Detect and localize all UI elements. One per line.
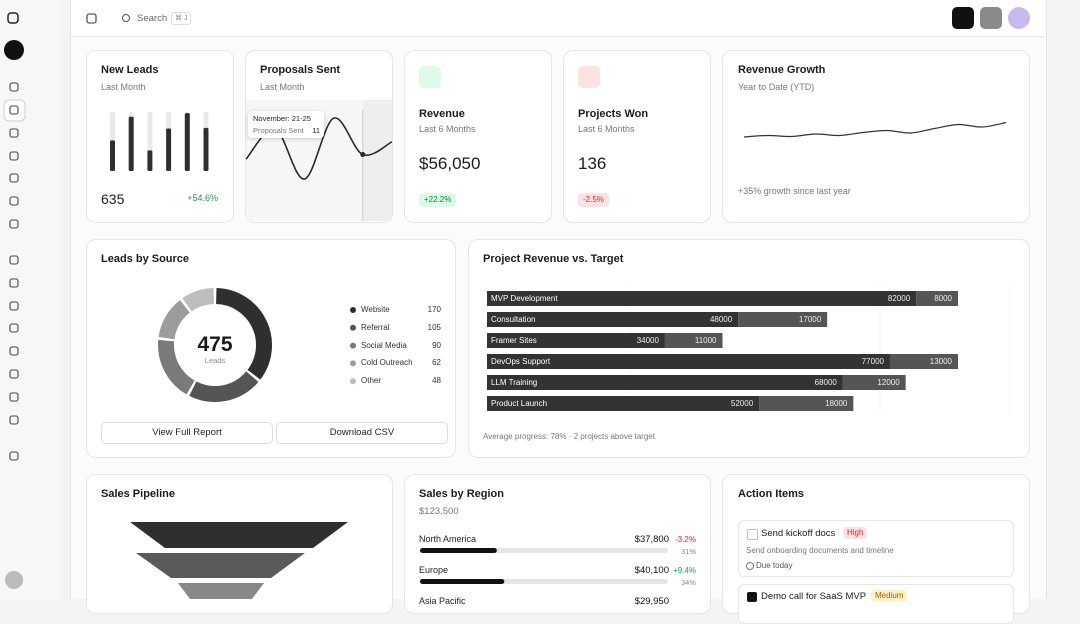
region-change: -3.2%	[675, 535, 696, 544]
bar-value: 17000	[798, 315, 822, 324]
tooltip-title: November: 21-25	[253, 114, 311, 123]
bar-label: Consultation	[491, 315, 536, 324]
priority: High	[843, 527, 868, 539]
donut-label: Leads	[204, 356, 226, 365]
donut-total: 475	[197, 333, 233, 356]
card-subtitle: Last 6 Months	[578, 124, 635, 134]
user-avatar[interactable]	[1008, 7, 1030, 29]
checkbox[interactable]	[747, 592, 757, 602]
card-title: Revenue Growth	[738, 64, 826, 76]
region-share: 34%	[680, 578, 696, 587]
metric: $56,050	[419, 154, 481, 173]
bar-value: 34000	[636, 336, 659, 345]
region-amount: $40,100	[634, 565, 669, 576]
priority: Medium	[871, 590, 908, 602]
legend-value: 62	[432, 358, 441, 368]
card-title: Sales by Region	[419, 488, 504, 500]
card-title: New Leads	[101, 64, 159, 76]
tooltip: November: 21-25 Proposals Sent 11	[248, 111, 324, 138]
legend-label: Website	[361, 305, 390, 314]
card-title: Leads by Source	[101, 253, 190, 265]
task[interactable]	[738, 520, 1014, 577]
checkbox[interactable]	[747, 529, 758, 540]
button[interactable]: Download CSV	[276, 422, 448, 444]
bar-value: 13000	[929, 357, 952, 366]
bar-value: 18000	[825, 399, 848, 408]
bar-label: Product Launch	[491, 399, 548, 408]
region-change: +9.4%	[673, 566, 696, 575]
region-amount: $37,800	[634, 534, 669, 545]
card-subtitle: Year to Date (YTD)	[738, 82, 815, 92]
card-title: Sales Pipeline	[101, 488, 175, 500]
note: Average progress: 78% · 2 projects above…	[483, 432, 655, 441]
theme-button[interactable]	[980, 7, 1002, 29]
card-title: Project Revenue vs. Target	[483, 253, 624, 265]
search-input[interactable]: Search	[137, 13, 168, 24]
legend-label: Social Media	[361, 340, 407, 350]
bar-label: Framer Sites	[491, 336, 537, 345]
legend-value: 105	[427, 322, 441, 332]
legend-value: 90	[432, 340, 441, 350]
bar-value: 8000	[934, 294, 952, 303]
bar-label: LLM Training	[491, 378, 538, 387]
topbar	[71, 0, 1045, 37]
bar-value: 11000	[694, 336, 717, 345]
shortcut: ⌘ J	[171, 12, 192, 25]
region-amount: $29,950	[634, 596, 669, 607]
change: +54.6%	[187, 193, 218, 203]
metric: 635	[101, 191, 125, 207]
card-subtitle: Last Month	[260, 82, 305, 92]
task-description: Send onboarding documents and timeline	[746, 546, 894, 555]
clock-icon	[746, 562, 754, 570]
task-due: Due today	[756, 561, 793, 570]
bar-value: 12000	[877, 378, 900, 387]
bar-value: 68000	[814, 378, 837, 387]
card-title: Action Items	[738, 488, 805, 500]
change: -2.5%	[578, 193, 609, 207]
metric: 136	[578, 154, 607, 173]
tooltip-series: Proposals Sent	[253, 126, 304, 135]
card	[468, 239, 1030, 458]
card-subtitle: Last 6 Months	[419, 124, 476, 134]
bar-value: 82000	[887, 294, 911, 303]
legend-label: Referral	[361, 322, 390, 332]
legend-label: Cold Outreach	[361, 358, 413, 368]
icon	[419, 66, 441, 88]
page: {"topbar":{"search":"Search","shortcut":…	[0, 0, 1047, 624]
card-subtitle: $123,500	[419, 506, 459, 517]
button[interactable]: View Full Report	[101, 422, 273, 444]
card-title: Projects Won	[578, 108, 649, 120]
sidebar	[0, 0, 60, 599]
bar-label: MVP Development	[491, 294, 558, 303]
region-name: Europe	[419, 565, 449, 575]
tooltip-value: 11	[312, 126, 320, 135]
icon	[578, 66, 600, 88]
region-name: Asia Pacific	[419, 596, 466, 606]
card-title: Proposals Sent	[260, 64, 341, 76]
change: +22.2%	[419, 193, 457, 207]
region-name: North America	[419, 534, 477, 544]
note: +35% growth since last year	[738, 186, 851, 196]
bar-value: 52000	[730, 399, 754, 408]
task-title: Send kickoff docs	[761, 528, 836, 539]
card-subtitle: Last Month	[101, 82, 146, 92]
bar-label: DevOps Support	[491, 357, 551, 366]
bar-value: 48000	[709, 315, 733, 324]
task-title: Demo call for SaaS MVP	[761, 591, 867, 602]
region-share: 31%	[680, 547, 696, 556]
card-title: Revenue	[419, 108, 465, 120]
bar-value: 77000	[861, 357, 884, 366]
legend-value: 170	[427, 305, 441, 314]
legend-label: Other	[361, 376, 382, 386]
settings-button[interactable]	[952, 7, 974, 29]
legend-value: 48	[432, 376, 441, 386]
